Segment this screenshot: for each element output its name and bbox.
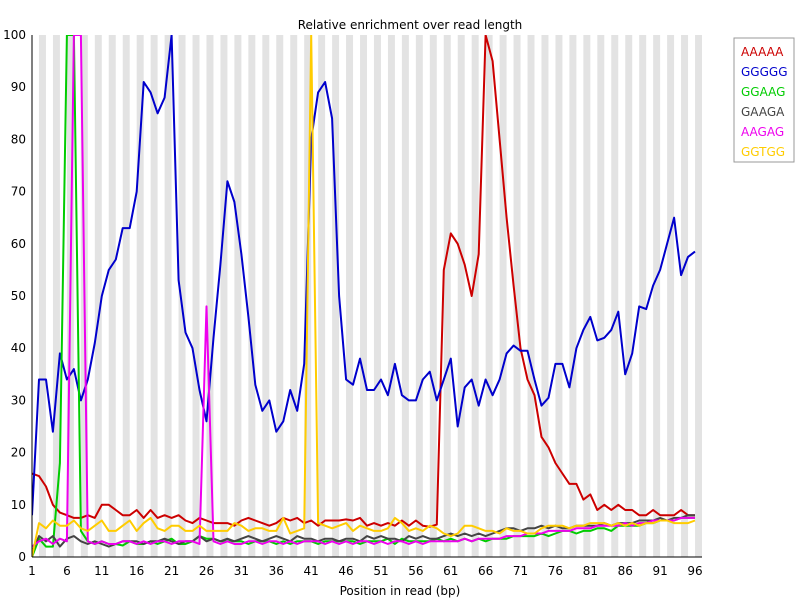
grid-band: [94, 35, 102, 557]
grid-band: [443, 35, 451, 557]
grid-band: [332, 35, 340, 557]
x-tick-labels: 1 6 11 16 21 26 31 36 41 46 51 56 61 66 71 76 81 86 91 96: [28, 564, 702, 578]
legend-box: [733, 37, 795, 163]
legend-item-ggaag: GGAAG: [741, 85, 785, 99]
grid-band: [513, 35, 521, 557]
y-tick-label: 0: [18, 550, 26, 564]
x-tick-label: 96: [687, 564, 702, 578]
grid-band: [625, 35, 633, 557]
grid-band: [499, 35, 507, 557]
legend: AAAAA GGGGG GGAAG GAAGA AAGAG GGTGG: [733, 37, 795, 163]
grid-band: [346, 35, 354, 557]
x-tick-label: 26: [199, 564, 214, 578]
x-tick-label: 46: [338, 564, 353, 578]
x-tick-label: 66: [478, 564, 493, 578]
y-tick-label: 70: [11, 185, 26, 199]
grid-band: [653, 35, 661, 557]
grid-band: [583, 35, 591, 557]
grid-band: [52, 35, 60, 557]
x-tick-label: 1: [28, 564, 36, 578]
grid-band: [569, 35, 577, 557]
plot-bands: [38, 35, 702, 557]
x-tick-label: 6: [63, 564, 71, 578]
grid-band: [150, 35, 158, 557]
grid-band: [611, 35, 619, 557]
x-tick-label: 11: [94, 564, 109, 578]
series-line-aagag: [32, 35, 695, 548]
x-tick-label: 91: [652, 564, 667, 578]
grid-band: [457, 35, 465, 557]
grid-band: [695, 35, 702, 557]
series-line-aaaaa: [32, 35, 695, 528]
grid-band: [373, 35, 381, 557]
x-tick-label: 76: [548, 564, 563, 578]
y-tick-label: 20: [11, 446, 26, 460]
x-tick-label: 31: [234, 564, 249, 578]
x-tick-label: 71: [513, 564, 528, 578]
grid-band: [108, 35, 116, 557]
y-tick-label: 30: [11, 393, 26, 407]
grid-band: [387, 35, 395, 557]
x-tick-label: 41: [304, 564, 319, 578]
x-axis-label: Position in read (bp): [340, 584, 461, 598]
grid-band: [206, 35, 214, 557]
grid-band: [164, 35, 172, 557]
grid-band: [597, 35, 605, 557]
grid-band: [360, 35, 367, 557]
y-tick-label: 100: [3, 28, 26, 42]
grid-band: [136, 35, 144, 557]
legend-item-gaaga: GAAGA: [741, 105, 785, 119]
axes: [31, 35, 702, 558]
grid-band: [234, 35, 242, 557]
grid-band: [318, 35, 326, 557]
y-tick-label: 60: [11, 237, 26, 251]
grid-band: [541, 35, 549, 557]
legend-item-aagag: AAGAG: [741, 125, 784, 139]
x-tick-label: 51: [373, 564, 388, 578]
grid-band: [122, 35, 130, 557]
x-tick-label: 16: [129, 564, 144, 578]
x-tick-label: 81: [583, 564, 598, 578]
grid-band: [220, 35, 228, 557]
legend-item-ggtgg: GGTGG: [741, 145, 785, 159]
x-tick-label: 86: [618, 564, 633, 578]
grid-band: [667, 35, 675, 557]
y-tick-labels: 0 10 20 30 40 50 60 70 80 90 100: [3, 28, 26, 564]
y-tick-label: 40: [11, 341, 26, 355]
grid-band: [415, 35, 423, 557]
series-line-ggggg: [32, 35, 696, 516]
x-tick-label: 21: [164, 564, 179, 578]
series-line-ggtgg: [32, 35, 696, 557]
y-tick-label: 10: [11, 498, 26, 512]
series-lines: [32, 35, 696, 557]
x-tick-label: 36: [269, 564, 284, 578]
grid-band: [248, 35, 256, 557]
legend-item-ggggg: GGGGG: [741, 65, 788, 79]
x-tick-label: 61: [443, 564, 458, 578]
grid-band: [471, 35, 479, 557]
grid-band: [429, 35, 437, 557]
grid-band: [178, 35, 186, 557]
grid-band: [527, 35, 535, 557]
x-tick-label: 56: [408, 564, 423, 578]
grid-band: [485, 35, 493, 557]
grid-band: [555, 35, 563, 557]
chart-title: Relative enrichment over read length: [298, 18, 523, 32]
y-tick-label: 90: [11, 80, 26, 94]
grid-band: [401, 35, 409, 557]
y-tick-label: 80: [11, 132, 26, 146]
grid-band: [290, 35, 298, 557]
grid-band: [276, 35, 284, 557]
grid-band: [639, 35, 647, 557]
y-tick-label: 50: [11, 289, 26, 303]
grid-band: [681, 35, 689, 557]
grid-band: [192, 35, 200, 557]
legend-item-aaaaa: AAAAA: [741, 45, 784, 59]
grid-band: [38, 35, 46, 557]
grid-band: [262, 35, 270, 557]
